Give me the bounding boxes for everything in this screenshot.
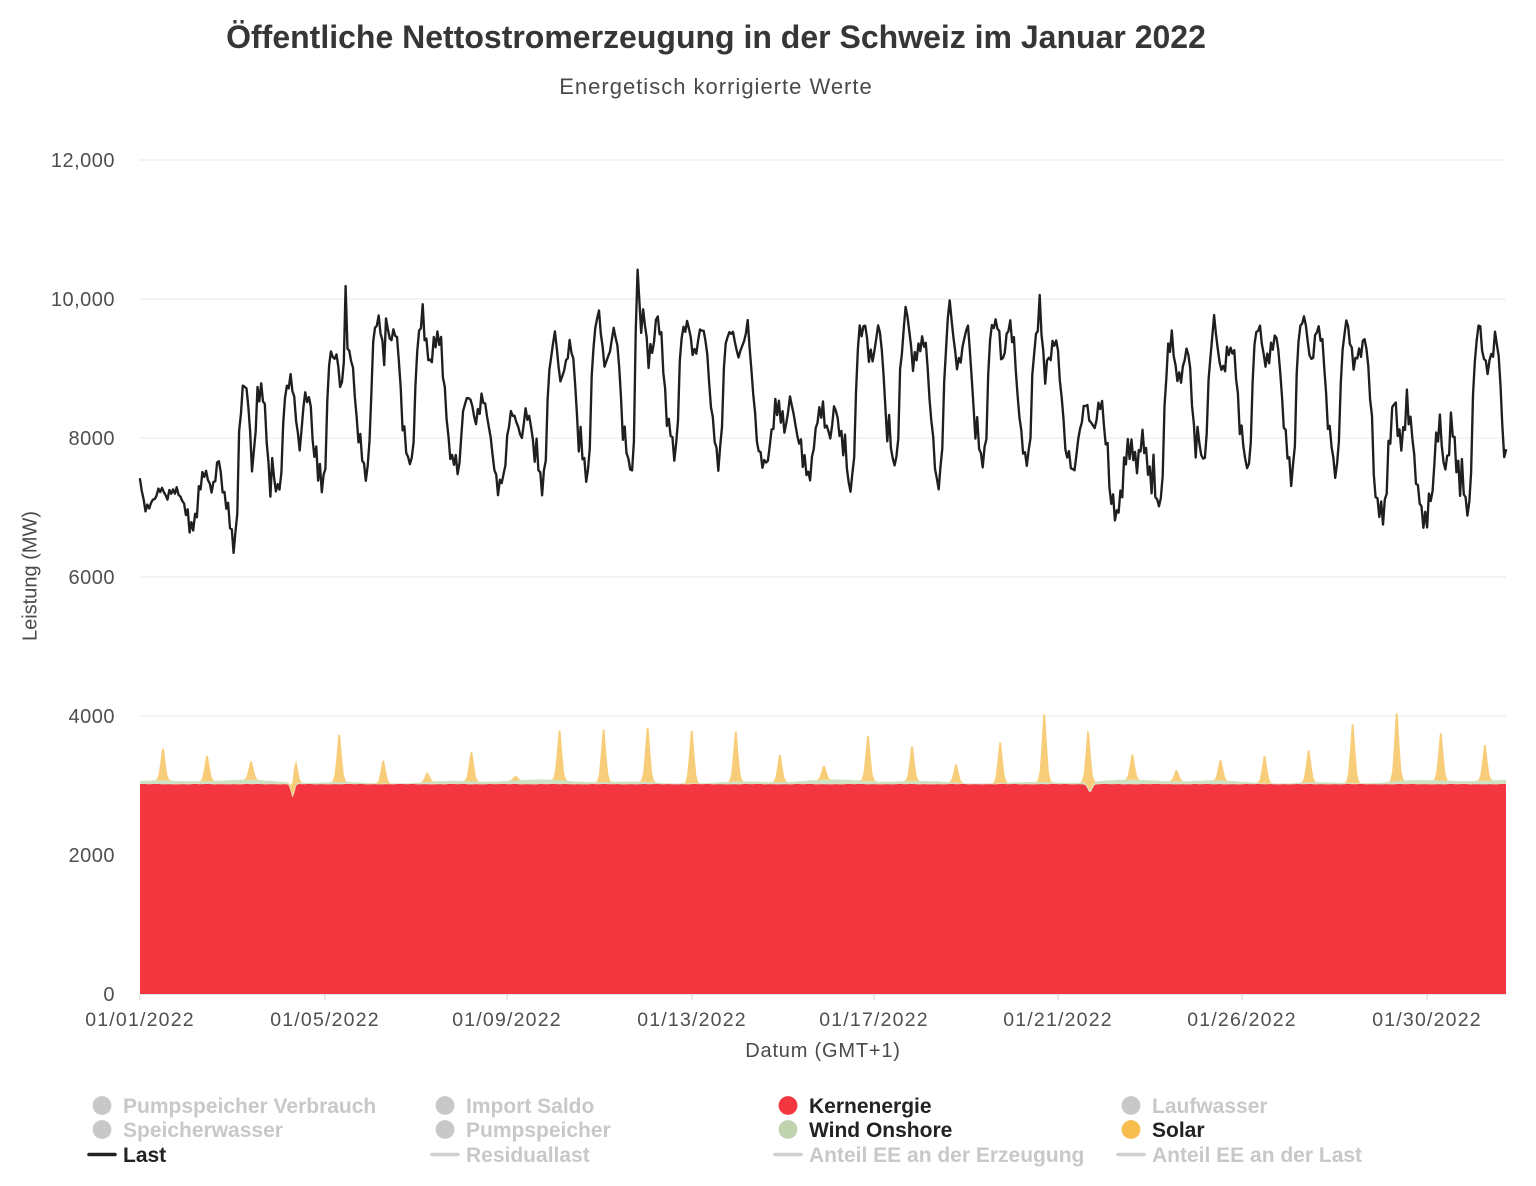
svg-text:Laufwasser: Laufwasser: [1152, 1095, 1268, 1118]
svg-text:Anteil EE an der Last: Anteil EE an der Last: [1152, 1144, 1362, 1167]
svg-text:01/09/2022: 01/09/2022: [452, 1009, 562, 1031]
svg-text:6000: 6000: [69, 567, 116, 589]
svg-text:01/01/2022: 01/01/2022: [85, 1009, 195, 1031]
svg-text:01/21/2022: 01/21/2022: [1003, 1009, 1113, 1031]
svg-text:01/13/2022: 01/13/2022: [637, 1009, 747, 1031]
svg-text:12,000: 12,000: [51, 150, 115, 172]
svg-text:Speicherwasser: Speicherwasser: [123, 1119, 283, 1142]
svg-text:0: 0: [103, 984, 115, 1006]
svg-text:01/05/2022: 01/05/2022: [270, 1009, 380, 1031]
svg-text:Anteil EE an der Erzeugung: Anteil EE an der Erzeugung: [809, 1144, 1084, 1167]
svg-text:01/30/2022: 01/30/2022: [1372, 1009, 1482, 1031]
svg-text:Öffentliche Nettostromerzeugun: Öffentliche Nettostromerzeugung in der S…: [226, 19, 1206, 55]
svg-text:Energetisch korrigierte Werte: Energetisch korrigierte Werte: [559, 74, 873, 99]
svg-text:2000: 2000: [69, 845, 116, 867]
svg-text:Pumpspeicher: Pumpspeicher: [466, 1119, 611, 1142]
svg-text:10,000: 10,000: [51, 289, 115, 311]
svg-text:Pumpspeicher Verbrauch: Pumpspeicher Verbrauch: [123, 1095, 376, 1118]
svg-text:01/17/2022: 01/17/2022: [819, 1009, 929, 1031]
svg-text:8000: 8000: [69, 428, 116, 450]
svg-text:Last: Last: [123, 1144, 166, 1167]
svg-text:Import Saldo: Import Saldo: [466, 1095, 594, 1118]
svg-text:Wind Onshore: Wind Onshore: [809, 1119, 952, 1142]
svg-text:Residuallast: Residuallast: [466, 1144, 590, 1167]
svg-text:4000: 4000: [69, 706, 116, 728]
svg-text:Kernenergie: Kernenergie: [809, 1095, 932, 1118]
svg-text:Leistung (MW): Leistung (MW): [20, 511, 42, 641]
svg-text:Datum (GMT+1): Datum (GMT+1): [745, 1040, 900, 1062]
svg-text:Solar: Solar: [1152, 1119, 1205, 1142]
svg-text:01/26/2022: 01/26/2022: [1187, 1009, 1297, 1031]
